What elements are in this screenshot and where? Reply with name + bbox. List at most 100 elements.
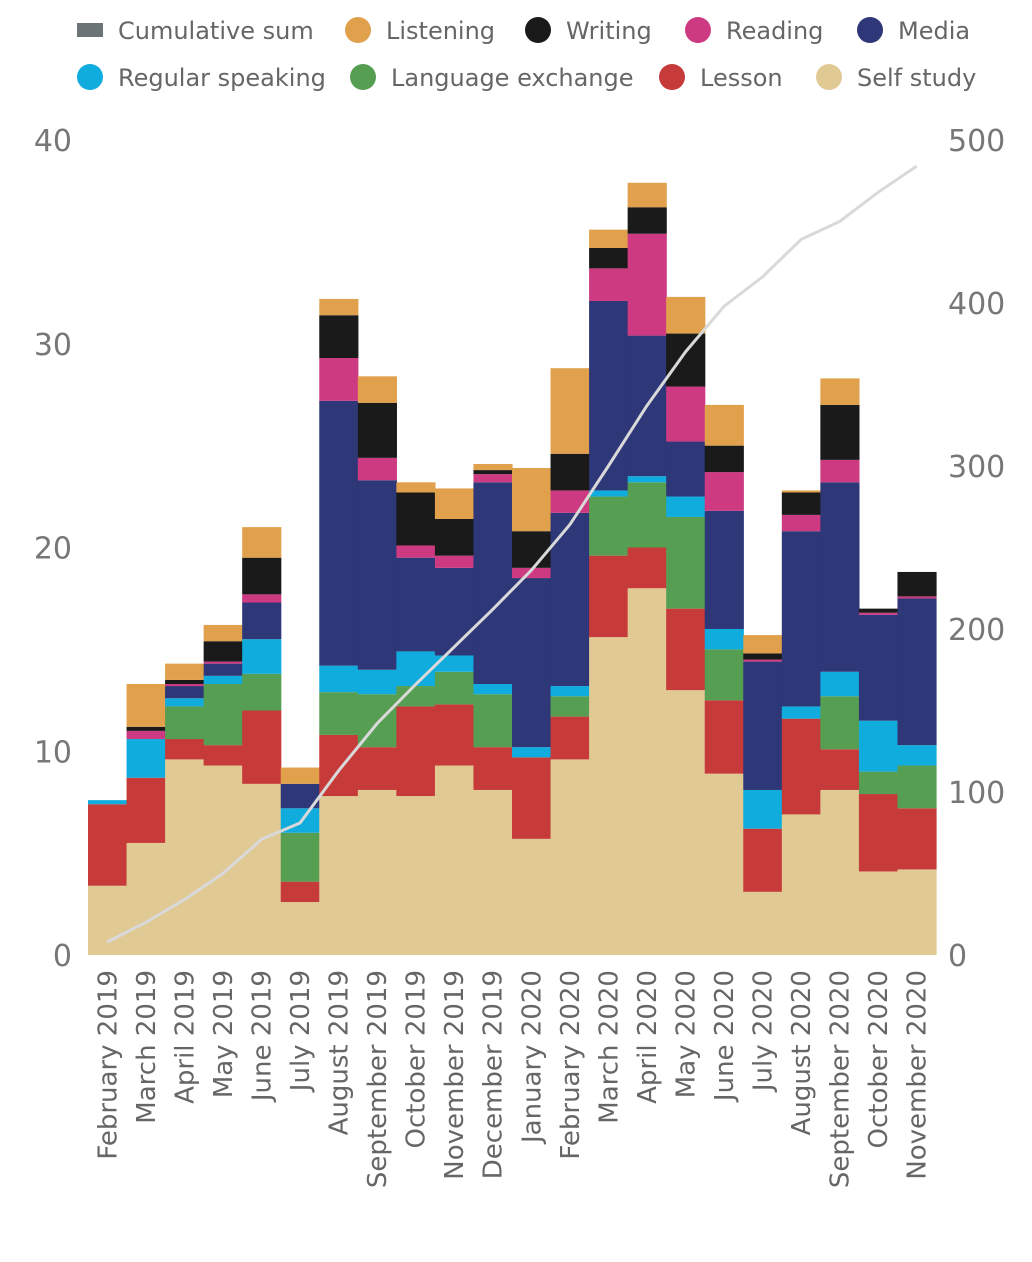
y-right-tick-label: 400 xyxy=(948,287,1005,322)
legend-swatch-writing xyxy=(525,17,551,43)
bar-segment-self-study xyxy=(550,759,590,955)
y-left-tick-label: 40 xyxy=(34,124,72,159)
bar-segment-regular-speaking xyxy=(473,684,513,695)
x-category-label: May 2020 xyxy=(672,970,702,1098)
bar-segment-self-study xyxy=(126,842,166,955)
bar-segment-writing xyxy=(319,315,359,359)
bar-segment-reading xyxy=(743,659,783,662)
bar-segment-listening xyxy=(319,298,359,316)
bar-segment-self-study xyxy=(473,789,513,955)
x-category-label: March 2019 xyxy=(132,970,162,1124)
bar-segment-self-study xyxy=(743,891,783,955)
bar-segment-writing xyxy=(550,453,590,491)
bar-segment-regular-speaking xyxy=(165,698,205,707)
bar-segment-language-exchange xyxy=(396,686,436,707)
bar-segment-self-study xyxy=(357,789,397,955)
bar-segment-media xyxy=(473,482,513,685)
bar-segment-media xyxy=(858,614,899,721)
bar-segment-self-study xyxy=(88,885,128,955)
bar-segment-lesson xyxy=(704,700,744,774)
x-category-label: February 2020 xyxy=(556,970,586,1160)
legend-label-listening: Listening xyxy=(386,17,495,45)
bar-segment-writing xyxy=(858,608,899,613)
bar-segment-language-exchange xyxy=(704,649,744,701)
x-category-label: November 2019 xyxy=(440,970,470,1180)
legend-label-writing: Writing xyxy=(566,17,652,45)
bar-segment-language-exchange xyxy=(589,496,629,556)
bar-segment-listening xyxy=(666,296,706,334)
bar-segment-self-study xyxy=(666,690,706,956)
bar-segment-self-study xyxy=(512,838,552,955)
legend-swatch-regular-speaking xyxy=(77,64,103,90)
x-category-label: January 2020 xyxy=(517,970,547,1145)
x-category-label: April 2020 xyxy=(633,970,663,1104)
bar-segment-listening xyxy=(126,684,166,727)
bar-segment-lesson xyxy=(512,757,552,839)
bar-segment-media xyxy=(319,400,359,666)
bar-segment-lesson xyxy=(781,718,821,815)
bar-segment-writing xyxy=(666,333,706,387)
bar-segment-reading xyxy=(126,730,166,740)
bar-segment-lesson xyxy=(396,706,436,797)
bar-segment-language-exchange xyxy=(165,706,205,740)
bar-segment-lesson xyxy=(203,745,243,766)
bar-segment-listening xyxy=(434,488,475,519)
x-category-label: September 2019 xyxy=(363,970,393,1188)
bar-segment-reading xyxy=(704,472,744,511)
bar-segment-reading xyxy=(434,555,475,568)
legend-swatch-language-exchange xyxy=(350,64,376,90)
legend-label-self-study: Self study xyxy=(857,64,976,92)
bar-segment-writing xyxy=(357,402,397,458)
bar-segment-lesson xyxy=(88,804,128,886)
bar-segment-listening xyxy=(473,463,513,471)
bar-segment-reading xyxy=(666,386,706,442)
x-category-label: May 2019 xyxy=(209,970,239,1098)
bar-segment-language-exchange xyxy=(820,696,860,750)
bar-segment-lesson xyxy=(666,608,706,691)
bar-segment-self-study xyxy=(589,637,629,955)
bar-segment-writing xyxy=(434,518,475,556)
bar-segment-listening xyxy=(165,663,205,680)
bar-segment-media xyxy=(589,300,629,491)
bar-segment-lesson xyxy=(858,794,899,872)
bar-segment-writing xyxy=(512,531,552,568)
y-right-tick-label: 500 xyxy=(948,124,1005,159)
x-category-label: October 2019 xyxy=(402,970,432,1148)
bar-segment-writing xyxy=(627,207,667,234)
legend-swatch-self-study xyxy=(816,64,842,90)
bar-segment-self-study xyxy=(280,902,320,955)
legend-label-regular-speaking: Regular speaking xyxy=(118,64,326,92)
x-category-label: March 2020 xyxy=(594,970,624,1124)
bar-segment-language-exchange xyxy=(627,482,667,548)
bar-segment-listening xyxy=(203,624,243,642)
bar-segment-reading xyxy=(165,684,205,687)
bar-segment-reading xyxy=(473,474,513,483)
legend-swatch-reading xyxy=(685,17,711,43)
bar-segment-self-study xyxy=(627,588,667,955)
bar-segment-listening xyxy=(820,378,860,405)
bar-segment-regular-speaking xyxy=(589,490,629,497)
bar-segment-lesson xyxy=(743,828,783,892)
bar-segment-language-exchange xyxy=(280,832,320,882)
bar-segment-listening xyxy=(743,635,783,654)
bar-segment-media xyxy=(704,510,744,629)
x-category-label: July 2020 xyxy=(749,970,779,1093)
bar-segment-reading xyxy=(242,594,282,603)
bar-segment-regular-speaking xyxy=(203,675,243,685)
legend-label-lesson: Lesson xyxy=(700,64,783,92)
bar-segment-self-study xyxy=(434,765,475,955)
y-left-tick-label: 30 xyxy=(34,328,72,363)
bar-segment-media xyxy=(434,567,475,656)
bar-segment-regular-speaking xyxy=(396,651,436,687)
bar-segment-listening xyxy=(280,767,320,784)
bar-segment-regular-speaking xyxy=(357,669,397,695)
bar-segment-self-study xyxy=(704,773,744,955)
bar-segment-language-exchange xyxy=(666,516,706,609)
legend-swatch-listening xyxy=(345,17,371,43)
bar-segment-writing xyxy=(396,492,436,546)
bar-segment-lesson xyxy=(897,808,937,870)
legend-swatch-media xyxy=(857,17,883,43)
bar-segment-writing xyxy=(589,247,629,269)
bar-segment-lesson xyxy=(627,547,667,589)
bar-segment-listening xyxy=(627,182,667,208)
